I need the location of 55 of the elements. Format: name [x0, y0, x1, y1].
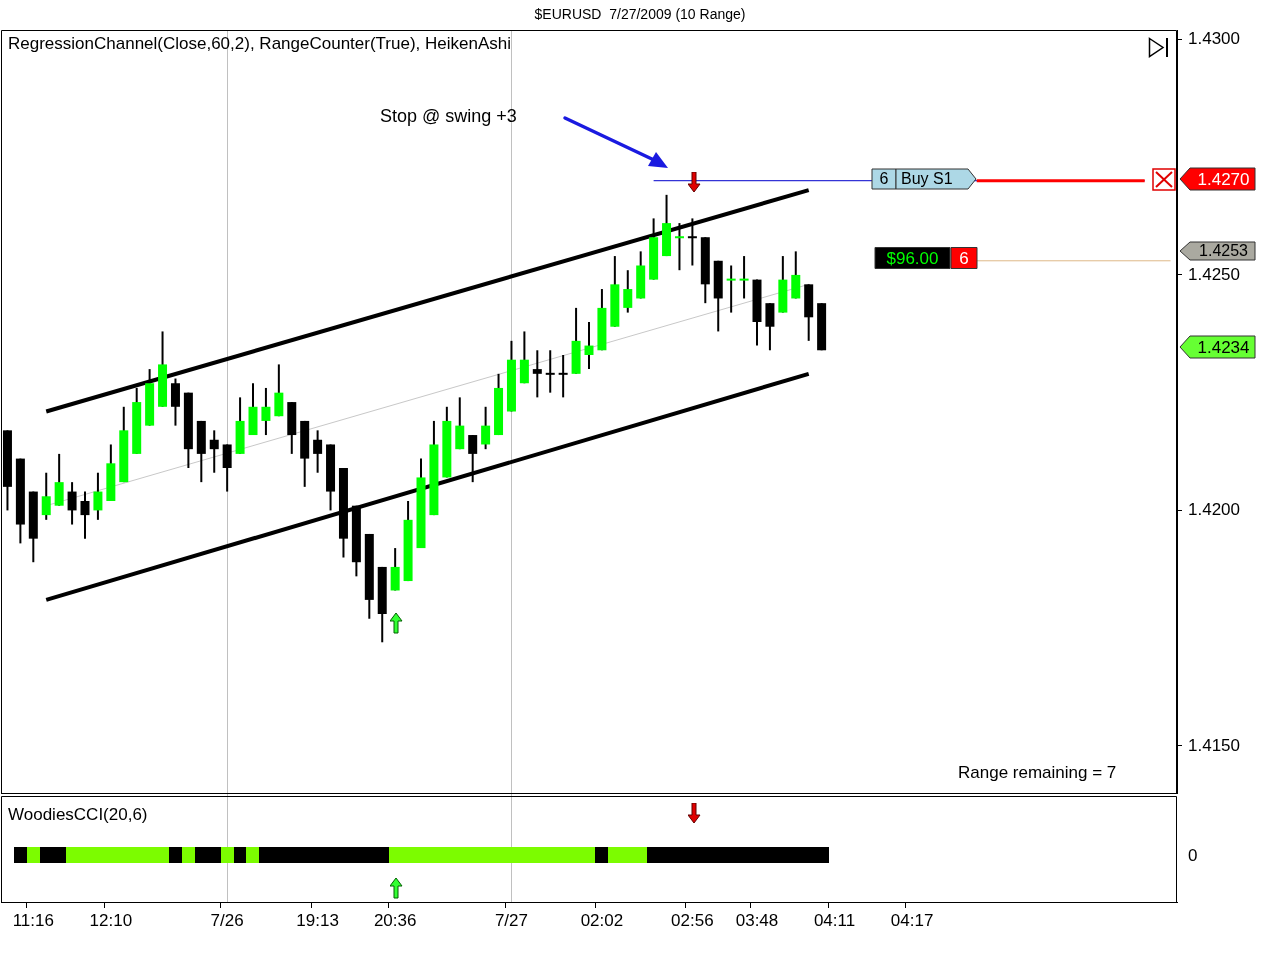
category-label: 04:11: [813, 910, 856, 930]
candlestick: [41, 471, 51, 521]
candlestick: [726, 264, 736, 314]
annotation: Buy S1: [901, 170, 953, 188]
candlestick: [739, 255, 749, 300]
text: 1.4234: [1197, 337, 1250, 357]
candlestick: [674, 222, 684, 272]
chart-title: $EURUSD 7/27/2009 (10 Range): [534, 6, 746, 22]
candlestick: [274, 363, 284, 418]
candlestick: [765, 302, 775, 352]
y-tick-label: 1.4300: [1188, 29, 1240, 49]
candlestick: [545, 349, 555, 394]
text: WoodiesCCI(20,6): [8, 805, 148, 824]
candlestick: [209, 429, 219, 474]
category-label: 11:16: [12, 910, 54, 930]
category-label: 12:10: [89, 910, 133, 930]
candlestick: [519, 330, 529, 385]
candlestick: [54, 452, 64, 507]
y-tick-label: 1.4200: [1188, 500, 1240, 520]
text: 1.4270: [1197, 169, 1250, 189]
category-label: 20:36: [373, 910, 417, 930]
candlestick: [390, 547, 400, 592]
candlestick: [623, 269, 633, 314]
category-label: 04:17: [890, 910, 934, 930]
category-label: 02:02: [580, 910, 624, 930]
annotation: $96.00: [886, 248, 939, 268]
category-label: 7/26: [210, 910, 244, 930]
candlestick: [80, 490, 90, 540]
candlestick: [170, 377, 180, 427]
category-label: 19:13: [296, 910, 339, 930]
candlestick: [558, 353, 568, 399]
text: 1.4253: [1199, 242, 1249, 260]
candlestick: [67, 481, 77, 526]
candlestick: [455, 396, 465, 451]
annotation: RegressionChannel(Close,60,2), RangeCounter(True), HeikenAshi: [8, 34, 512, 53]
candlestick: [532, 349, 542, 399]
category-label: 7/27: [494, 910, 529, 930]
candlestick: [481, 405, 491, 451]
annotation: Range remaining = 7: [958, 763, 1117, 782]
category-label: 02:56: [671, 910, 714, 930]
candlestick: [313, 429, 323, 474]
candlestick: [261, 386, 271, 437]
annotation: Stop @ swing +3: [380, 106, 517, 126]
candlestick: [584, 321, 594, 371]
annotation: 6: [879, 170, 889, 188]
y-tick-label: 1.4250: [1188, 264, 1240, 284]
candlestick: [468, 434, 478, 484]
category-label: 03:48: [735, 910, 779, 930]
text: 0: [1188, 846, 1198, 865]
candlestick: [93, 471, 103, 521]
y-tick-label: 1.4150: [1188, 735, 1240, 755]
candlestick: [222, 443, 232, 493]
candlestick: [791, 250, 801, 300]
annotation: 6: [959, 248, 969, 268]
candlestick: [687, 217, 697, 267]
